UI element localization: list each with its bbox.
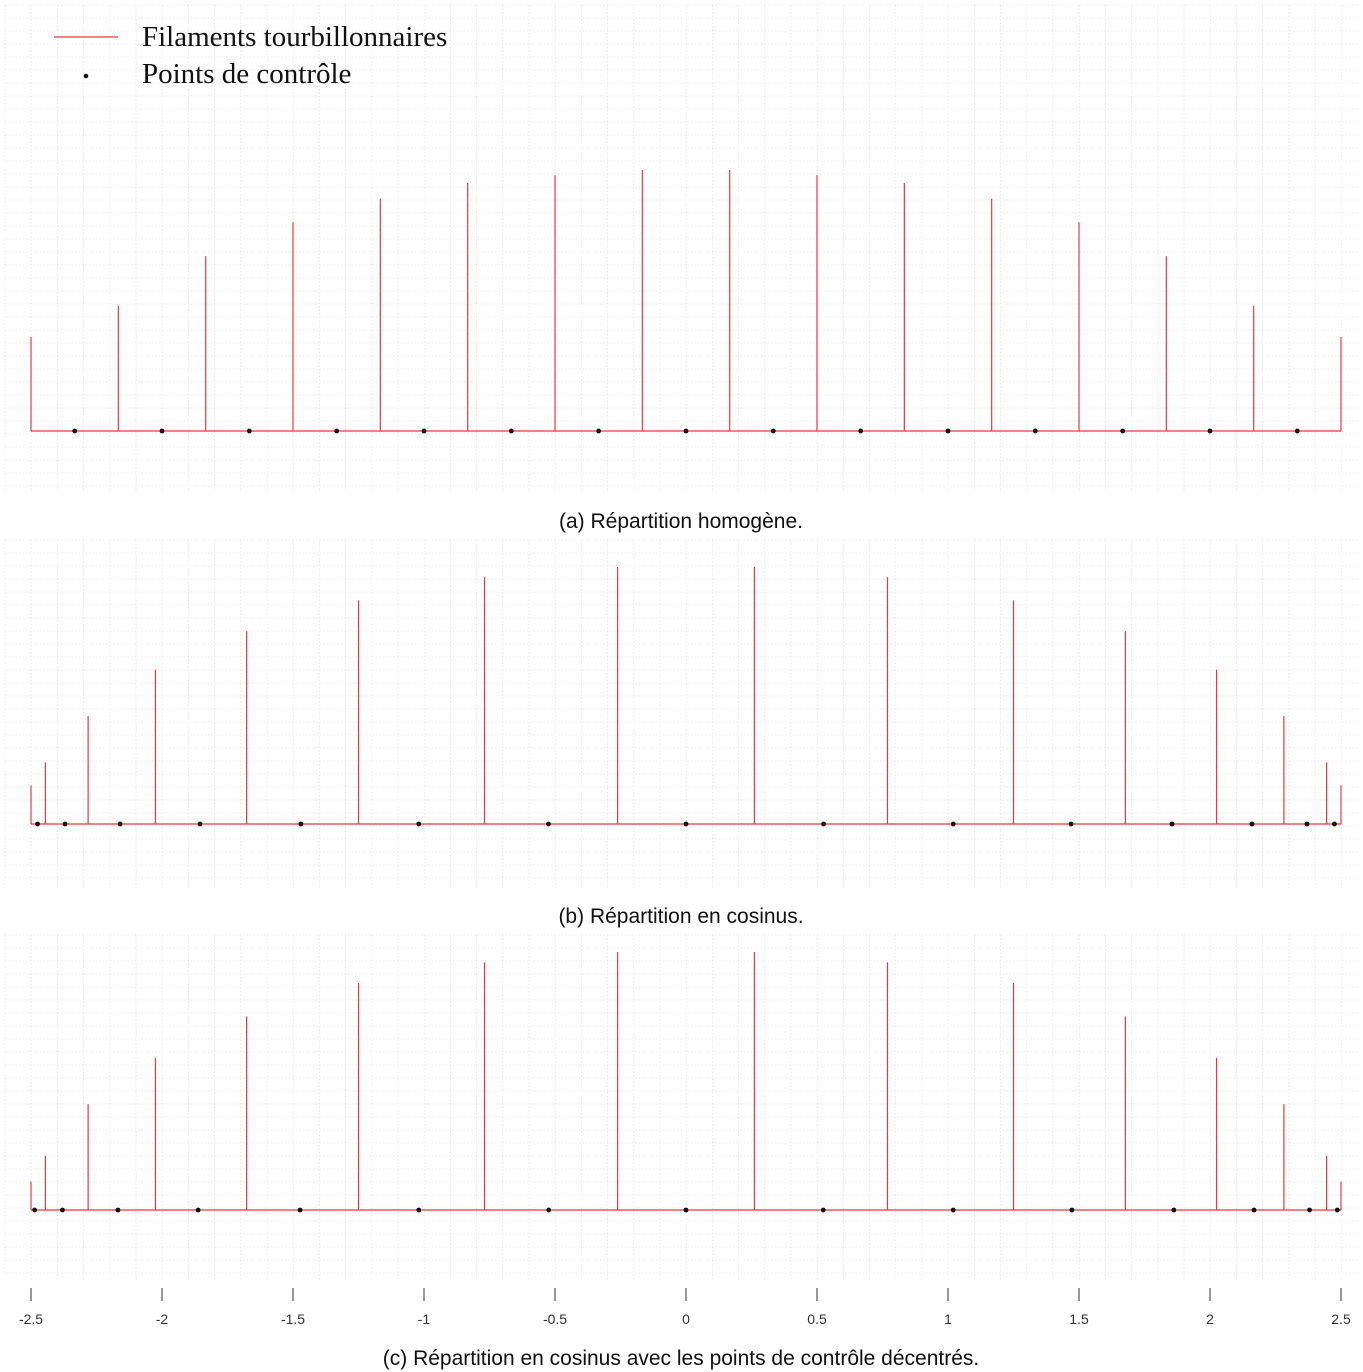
control-point: [596, 428, 602, 434]
control-point: [508, 428, 514, 434]
x-tick-label: -0.5: [543, 1311, 567, 1327]
control-point: [820, 1207, 826, 1213]
control-point: [32, 1207, 38, 1213]
control-point: [60, 1207, 65, 1213]
control-point: [683, 428, 689, 434]
control-point: [858, 428, 864, 434]
control-point: [246, 428, 252, 434]
control-point: [416, 1207, 422, 1213]
control-point: [950, 1207, 956, 1213]
x-tick-label: -1: [418, 1311, 431, 1327]
control-point: [546, 821, 551, 827]
panel-1: [30, 567, 1342, 827]
control-point: [821, 821, 826, 827]
control-point: [62, 821, 68, 827]
control-point: [1207, 428, 1213, 434]
control-point: [770, 428, 776, 434]
x-tick-label: -2: [156, 1311, 169, 1327]
x-tick-label: 2.5: [1331, 1311, 1351, 1327]
control-point: [1171, 1207, 1177, 1213]
control-point: [1249, 821, 1255, 827]
x-tick-label: 1.5: [1069, 1311, 1089, 1327]
control-point: [1251, 1207, 1257, 1213]
control-point: [1304, 821, 1310, 827]
legend: Filaments tourbillonnaires Points de con…: [54, 21, 447, 90]
control-point: [1307, 1207, 1312, 1213]
x-tick-label: 0.5: [807, 1311, 827, 1327]
control-point: [683, 821, 689, 827]
caption-a: (a) Répartition homogène.: [559, 510, 803, 533]
control-point: [1334, 1207, 1340, 1213]
control-point: [1069, 1207, 1075, 1213]
x-tick-label: 0: [682, 1311, 690, 1327]
control-point: [159, 428, 165, 434]
caption-b: (b) Répartition en cosinus.: [558, 905, 803, 928]
panel-grid-0: [4, 4, 1358, 492]
control-point: [1120, 428, 1126, 434]
control-point: [117, 821, 123, 827]
control-point: [297, 1207, 303, 1213]
x-tick-label: 2: [1206, 1311, 1214, 1327]
x-axis: -2.5 -2 -1.5 -1 -0.5 0 0.5 1 1.5 2 2.5: [19, 1288, 1351, 1327]
x-tick-label: -2.5: [19, 1311, 43, 1327]
panel-grid-2: [4, 934, 1358, 1282]
caption-c: (c) Répartition en cosinus avec les poin…: [383, 1347, 979, 1370]
panel-0: [30, 170, 1342, 434]
control-point: [1068, 821, 1074, 827]
control-point: [945, 428, 951, 434]
control-point: [1032, 428, 1038, 434]
control-point: [1332, 821, 1337, 827]
control-point: [115, 1207, 121, 1213]
control-point: [416, 821, 422, 827]
control-point: [1294, 428, 1300, 434]
control-point: [334, 428, 340, 434]
panels-layer: [30, 170, 1342, 1213]
x-tick-label: -1.5: [281, 1311, 305, 1327]
panel-2: [30, 952, 1342, 1213]
control-point: [35, 821, 40, 827]
control-point: [1169, 821, 1175, 827]
control-point: [546, 1207, 552, 1213]
control-point: [683, 1207, 689, 1213]
control-point: [950, 821, 956, 827]
legend-label-control-points: Points de contrôle: [142, 58, 351, 90]
control-point: [421, 428, 427, 434]
control-point: [195, 1207, 201, 1213]
legend-label-filaments: Filaments tourbillonnaires: [142, 21, 447, 53]
panel-grid-1: [4, 539, 1358, 888]
x-tick-label: 1: [944, 1311, 952, 1327]
control-point: [298, 821, 304, 827]
legend-dot-swatch: [83, 73, 89, 79]
grid-layer: [4, 4, 1358, 1282]
control-point: [197, 821, 203, 827]
control-point: [72, 428, 78, 434]
